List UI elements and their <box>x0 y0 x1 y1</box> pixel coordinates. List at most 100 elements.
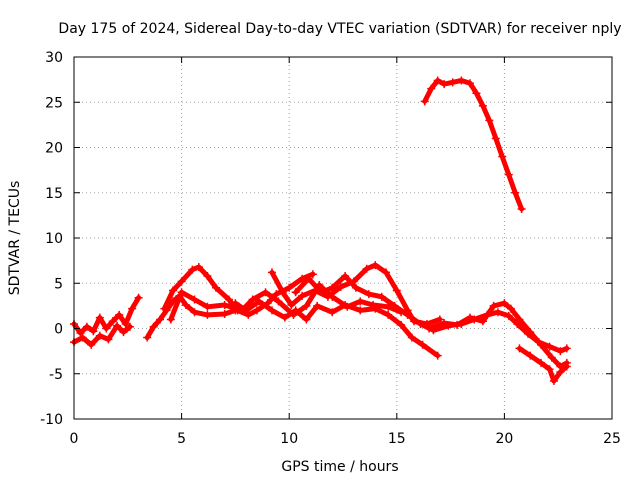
x-tick-label: 5 <box>177 431 186 447</box>
series-track-6 <box>231 297 442 360</box>
data-point <box>328 308 337 317</box>
data-point <box>517 205 526 214</box>
data-point <box>291 306 300 315</box>
data-point <box>506 304 515 313</box>
data-point <box>177 277 186 286</box>
data-point <box>166 315 175 324</box>
data-point <box>433 76 442 85</box>
data-point <box>102 324 111 333</box>
data-point <box>108 317 117 326</box>
data-point <box>143 333 152 342</box>
series-track-1 <box>70 293 143 338</box>
data-point <box>504 170 513 179</box>
data-point <box>403 310 412 319</box>
data-point <box>465 313 474 322</box>
x-tick-label: 10 <box>280 431 298 447</box>
data-point <box>285 283 294 292</box>
x-tick-label: 0 <box>70 431 79 447</box>
data-point <box>220 310 229 319</box>
data-point <box>478 101 487 110</box>
data-point <box>190 295 199 304</box>
y-tick-label: 20 <box>45 141 63 157</box>
data-point <box>545 365 554 374</box>
series-track-9 <box>425 299 571 371</box>
data-point <box>298 291 307 300</box>
data-point <box>115 310 124 319</box>
data-point <box>362 264 371 273</box>
series-track-2 <box>70 321 134 349</box>
data-point <box>168 286 177 295</box>
data-point <box>371 261 380 270</box>
data-point <box>78 333 87 342</box>
data-point <box>203 272 212 281</box>
axis-ticks: 0 5 10 15 20 25 -10 -5 0 5 10 15 20 25 30 <box>40 50 621 447</box>
data-point <box>278 288 287 297</box>
series-track-11 <box>420 76 526 214</box>
data-point <box>156 315 165 324</box>
data-point <box>121 319 130 328</box>
data-point <box>562 344 571 353</box>
data-point <box>536 358 545 367</box>
data-point <box>308 270 317 279</box>
data-point <box>89 327 98 336</box>
data-point <box>149 322 158 331</box>
data-point <box>302 315 311 324</box>
data-point <box>323 292 332 301</box>
y-tick-label: 15 <box>45 186 63 202</box>
data-point <box>341 272 350 281</box>
data-point <box>351 283 360 292</box>
data-point <box>498 152 507 161</box>
data-point <box>549 376 558 385</box>
data-point <box>304 274 313 283</box>
data-point <box>134 293 143 302</box>
data-point <box>261 288 270 297</box>
data-point <box>255 297 264 306</box>
x-tick-label: 20 <box>495 431 513 447</box>
data-point <box>248 295 257 304</box>
data-point <box>177 288 186 297</box>
y-tick-label: 0 <box>54 322 63 338</box>
data-point <box>489 301 498 310</box>
data-point <box>472 89 481 98</box>
data-point <box>160 304 169 313</box>
data-point <box>212 283 221 292</box>
series-line <box>71 323 133 348</box>
data-point <box>384 310 393 319</box>
data-point <box>504 311 513 320</box>
data-point <box>190 308 199 317</box>
data-point <box>485 116 494 125</box>
data-point <box>465 79 474 88</box>
data-point <box>272 290 281 299</box>
data-point <box>224 295 233 304</box>
data-point <box>328 283 337 292</box>
data-point <box>433 351 442 360</box>
y-axis-label: SDTVAR / TECUs <box>7 181 23 296</box>
data-point <box>500 299 509 308</box>
data-point <box>513 319 522 328</box>
data-point <box>317 288 326 297</box>
data-point <box>76 329 85 338</box>
data-point <box>448 78 457 87</box>
data-point <box>203 310 212 319</box>
x-tick-label: 25 <box>603 431 621 447</box>
data-point <box>313 301 322 310</box>
data-point <box>491 134 500 143</box>
y-tick-label: 5 <box>54 276 63 292</box>
data-point <box>244 310 253 319</box>
data-point <box>274 297 283 306</box>
series-line <box>426 300 570 369</box>
data-point <box>382 268 391 277</box>
data-point <box>181 300 190 309</box>
data-point <box>242 306 251 315</box>
data-point <box>194 262 203 271</box>
data-point <box>418 340 427 349</box>
data-point <box>341 300 350 309</box>
data-point <box>267 306 276 315</box>
data-point <box>526 351 535 360</box>
data-point <box>407 333 416 342</box>
y-tick-label: 25 <box>45 95 63 111</box>
y-tick-label: 30 <box>45 50 63 66</box>
data-point <box>397 320 406 329</box>
data-point <box>526 328 535 337</box>
